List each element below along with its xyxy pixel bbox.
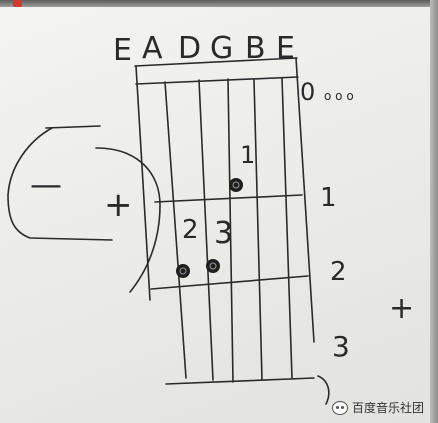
minus-sign: — [30, 165, 62, 203]
left-bracket-top [45, 125, 101, 129]
finger-dot [229, 178, 243, 192]
curved-stroke [95, 147, 161, 293]
board-frame-top [0, 0, 438, 7]
string-line [227, 78, 234, 383]
fret-label-3: 3 [332, 330, 350, 363]
magnet [13, 0, 22, 7]
nut-top [134, 57, 298, 67]
wechat-icon [331, 400, 348, 415]
fret-line-1 [154, 194, 303, 203]
board-frame-right [430, 0, 438, 423]
finger-dots [176, 178, 243, 278]
nut-bottom [135, 76, 299, 85]
finger-number-3: 3 [214, 216, 233, 251]
left-bracket [7, 127, 113, 241]
string-name-4: G [210, 31, 233, 66]
string-name-1: E [113, 33, 132, 68]
fret-label-1: 1 [320, 183, 337, 213]
neck-left-edge [135, 65, 151, 301]
string-name-3: D [178, 31, 201, 66]
fret-label-open: 0 [300, 78, 315, 106]
finger-number-1: 1 [240, 141, 255, 169]
open-string-marks: o o o [324, 89, 354, 103]
fret-line-3 [165, 377, 315, 385]
string-line [198, 79, 214, 381]
finger-number-2: 2 [182, 215, 199, 245]
string-name-5: B [245, 31, 266, 66]
finger-dot [206, 259, 220, 273]
plus-sign-right: + [389, 291, 414, 326]
watermark-text: 百度音乐社团 [351, 401, 424, 415]
fret-line-2 [150, 275, 309, 290]
plus-sign-left: + [104, 185, 133, 225]
fret-label-2: 2 [330, 257, 347, 287]
string-name-6: E [276, 31, 295, 66]
string-name-2: A [142, 31, 163, 66]
finger-dot [176, 264, 190, 278]
string-line [281, 77, 293, 379]
neck-right-edge [295, 57, 315, 343]
string-line [164, 81, 187, 379]
bottom-curl [317, 375, 330, 405]
watermark: 百度音乐社团 [331, 399, 424, 416]
string-line [253, 79, 263, 381]
